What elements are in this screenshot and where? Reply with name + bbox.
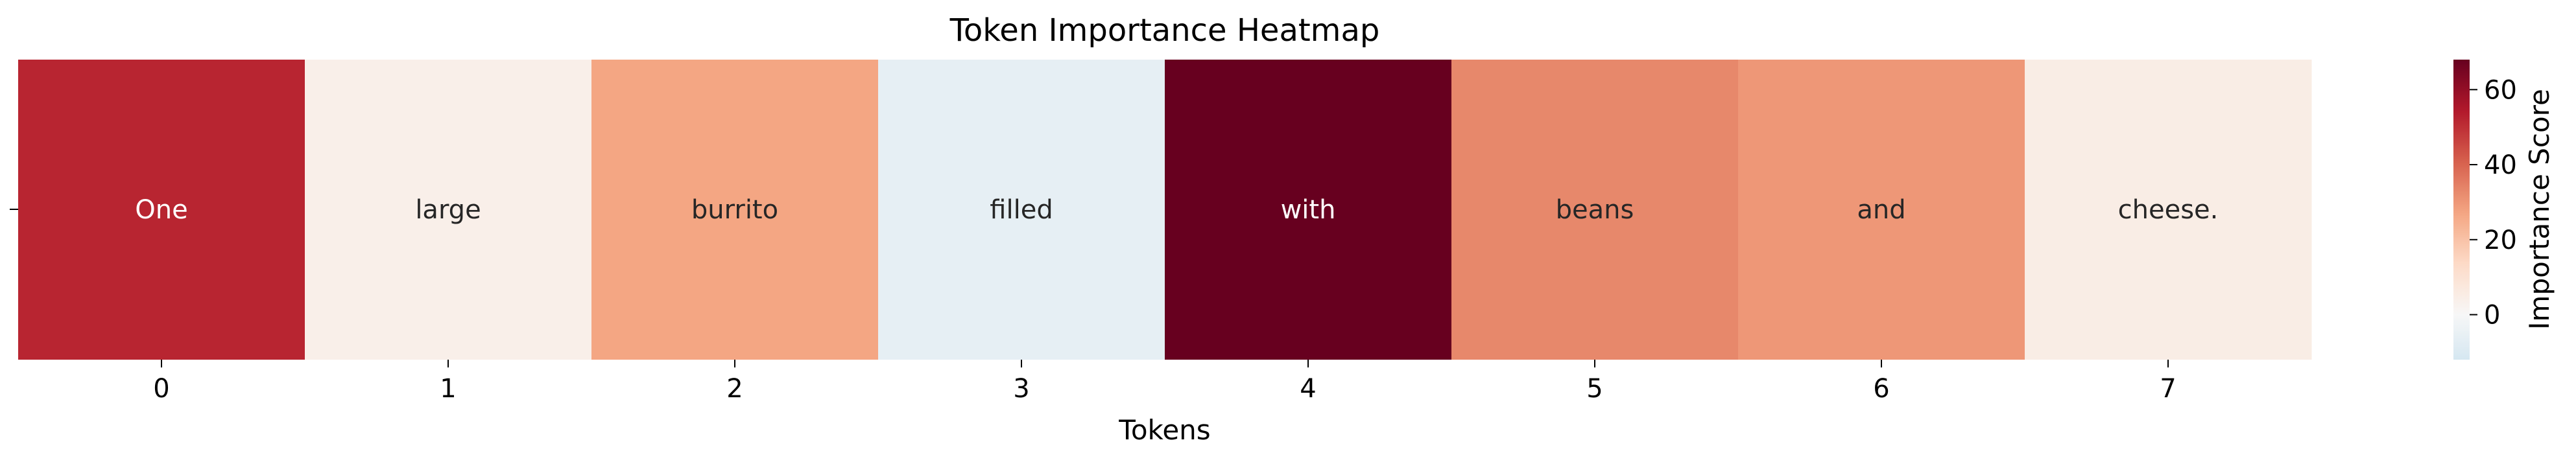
cell-token-label: One bbox=[135, 195, 187, 225]
colorbar-ticks: 0 20 40 60 bbox=[2470, 75, 2517, 330]
cell-token-label: burrito bbox=[691, 195, 778, 225]
heatmap-cells bbox=[18, 60, 2312, 360]
chart-title: Token Importance Heatmap bbox=[949, 12, 1380, 49]
x-tick-label: 3 bbox=[1013, 374, 1029, 404]
x-tick-label: 1 bbox=[440, 374, 456, 404]
cell-token-label: with bbox=[1281, 195, 1336, 225]
x-tick-label: 4 bbox=[1300, 374, 1316, 404]
x-tick-label: 5 bbox=[1586, 374, 1603, 404]
colorbar-tick-label: 20 bbox=[2484, 226, 2517, 255]
x-axis-label: Tokens bbox=[1118, 414, 1210, 446]
cell-token-label: cheese. bbox=[2118, 195, 2219, 225]
colorbar-tick-label: 60 bbox=[2484, 75, 2517, 105]
cell-token-label: and bbox=[1857, 195, 1905, 225]
x-tick-label: 7 bbox=[2160, 374, 2176, 404]
cell-token-label: large bbox=[415, 195, 481, 225]
colorbar-tick-label: 40 bbox=[2484, 150, 2517, 180]
x-axis-ticks: 0 1 2 3 4 5 6 7 bbox=[153, 360, 2176, 404]
colorbar-label: Importance Score bbox=[2523, 89, 2555, 330]
x-tick-label: 2 bbox=[726, 374, 743, 404]
x-tick-label: 0 bbox=[153, 374, 169, 404]
colorbar-tick-label: 0 bbox=[2484, 301, 2500, 331]
colorbar bbox=[2453, 60, 2470, 360]
cell-token-label: beans bbox=[1556, 195, 1634, 225]
x-tick-label: 6 bbox=[1873, 374, 1889, 404]
cell-token-label: filled bbox=[990, 195, 1053, 225]
